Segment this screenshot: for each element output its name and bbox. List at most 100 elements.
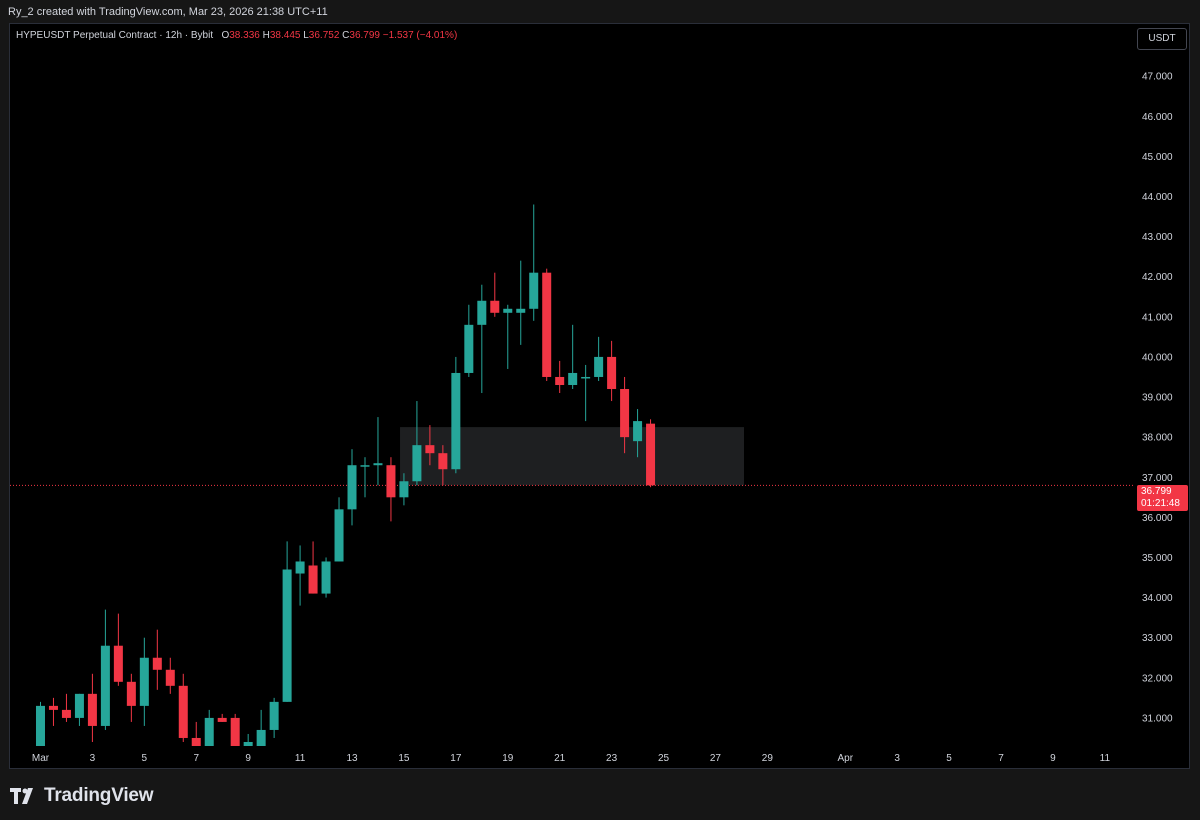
candle[interactable] bbox=[633, 409, 643, 458]
candle[interactable] bbox=[386, 457, 396, 522]
y-tick-label: 40.000 bbox=[1142, 352, 1173, 363]
candle[interactable] bbox=[269, 697, 279, 738]
candle[interactable] bbox=[451, 356, 461, 474]
candle[interactable] bbox=[399, 473, 409, 506]
y-tick-label: 47.000 bbox=[1142, 72, 1173, 83]
candle[interactable] bbox=[425, 425, 435, 466]
candle[interactable] bbox=[321, 557, 331, 598]
candle[interactable] bbox=[620, 376, 630, 454]
candle[interactable] bbox=[412, 401, 422, 486]
candle[interactable] bbox=[282, 541, 292, 702]
x-tick-label: 11 bbox=[295, 753, 306, 764]
symbol-title[interactable]: HYPEUSDT Perpetual Contract · 12h · Bybi… bbox=[16, 30, 214, 41]
candle[interactable] bbox=[152, 629, 162, 690]
candle[interactable] bbox=[516, 260, 526, 345]
candle[interactable] bbox=[529, 204, 539, 321]
tradingview-logo-icon bbox=[10, 786, 38, 806]
candle[interactable] bbox=[139, 637, 149, 726]
candle-body bbox=[373, 463, 383, 466]
candle[interactable] bbox=[113, 613, 123, 686]
candle[interactable] bbox=[594, 336, 604, 381]
candle[interactable] bbox=[334, 497, 344, 562]
bar-countdown: 01:21:48 bbox=[1141, 498, 1180, 509]
candle[interactable] bbox=[308, 541, 318, 594]
tradingview-wordmark: TradingView bbox=[44, 785, 154, 806]
close-value: 36.799 bbox=[349, 30, 380, 41]
x-tick-label: 17 bbox=[450, 753, 462, 764]
candle[interactable] bbox=[555, 360, 565, 394]
x-tick-label: 9 bbox=[1050, 753, 1056, 764]
candle[interactable] bbox=[295, 545, 305, 606]
candle[interactable] bbox=[373, 417, 383, 486]
candle-body bbox=[308, 565, 318, 594]
candle[interactable] bbox=[607, 340, 617, 402]
candle-body bbox=[217, 717, 227, 722]
candle-body bbox=[347, 465, 357, 510]
candle-body bbox=[74, 693, 84, 718]
candle[interactable] bbox=[217, 713, 227, 722]
candle-body bbox=[139, 657, 149, 706]
candle[interactable] bbox=[48, 697, 58, 726]
x-tick-label: Apr bbox=[837, 753, 853, 764]
candle[interactable] bbox=[646, 419, 656, 488]
x-tick-label: 25 bbox=[658, 753, 670, 764]
currency-unit-button[interactable]: USDT bbox=[1137, 28, 1187, 50]
x-tick-label: 15 bbox=[398, 753, 410, 764]
candle[interactable] bbox=[568, 324, 578, 390]
x-tick-label: 11 bbox=[1100, 753, 1111, 764]
candle-body bbox=[178, 685, 188, 738]
candle-body bbox=[594, 356, 604, 377]
candle[interactable] bbox=[347, 449, 357, 526]
candle[interactable] bbox=[256, 709, 266, 746]
candle[interactable] bbox=[35, 701, 45, 746]
candle[interactable] bbox=[542, 268, 552, 381]
candle-body bbox=[269, 701, 279, 730]
candle[interactable] bbox=[477, 284, 487, 394]
candle[interactable] bbox=[464, 304, 474, 377]
candle[interactable] bbox=[503, 304, 513, 369]
candle-body bbox=[100, 645, 110, 726]
candle[interactable] bbox=[230, 713, 240, 746]
candle[interactable] bbox=[61, 693, 71, 722]
candle-body bbox=[555, 376, 565, 385]
candle[interactable] bbox=[74, 693, 84, 726]
candle[interactable] bbox=[87, 673, 97, 742]
candle[interactable] bbox=[204, 709, 214, 746]
candle-body bbox=[386, 465, 396, 498]
y-tick-label: 36.000 bbox=[1142, 513, 1173, 524]
candle[interactable] bbox=[438, 445, 448, 486]
candle-body bbox=[464, 324, 474, 373]
candle[interactable] bbox=[178, 673, 188, 742]
y-tick-label: 43.000 bbox=[1142, 232, 1173, 243]
candle-body bbox=[360, 465, 370, 467]
candle-body bbox=[191, 737, 201, 746]
candle[interactable] bbox=[165, 657, 175, 694]
low-label: L bbox=[303, 30, 309, 41]
y-tick-label: 33.000 bbox=[1142, 633, 1173, 644]
candle-body bbox=[620, 389, 630, 438]
candle-body bbox=[256, 729, 266, 746]
candle[interactable] bbox=[581, 364, 591, 422]
candle[interactable] bbox=[490, 272, 500, 317]
x-tick-label: 29 bbox=[762, 753, 774, 764]
candle-body bbox=[334, 509, 344, 562]
candle[interactable] bbox=[126, 673, 136, 722]
candle-body bbox=[35, 705, 45, 746]
y-tick-label: 41.000 bbox=[1142, 312, 1173, 323]
candle[interactable] bbox=[191, 721, 201, 746]
candle-body bbox=[438, 453, 448, 470]
candle[interactable] bbox=[360, 457, 370, 498]
x-tick-label: 19 bbox=[502, 753, 514, 764]
x-tick-label: 3 bbox=[894, 753, 900, 764]
candle[interactable] bbox=[100, 609, 110, 730]
x-tick-label: 23 bbox=[606, 753, 618, 764]
candle-body bbox=[48, 705, 58, 710]
y-tick-label: 31.000 bbox=[1142, 713, 1173, 724]
x-tick-label: 27 bbox=[710, 753, 722, 764]
chart-frame[interactable] bbox=[9, 23, 1190, 769]
y-tick-label: 37.000 bbox=[1142, 473, 1173, 484]
candle-body bbox=[152, 657, 162, 670]
candle[interactable] bbox=[243, 733, 253, 746]
candle-body bbox=[230, 717, 240, 746]
